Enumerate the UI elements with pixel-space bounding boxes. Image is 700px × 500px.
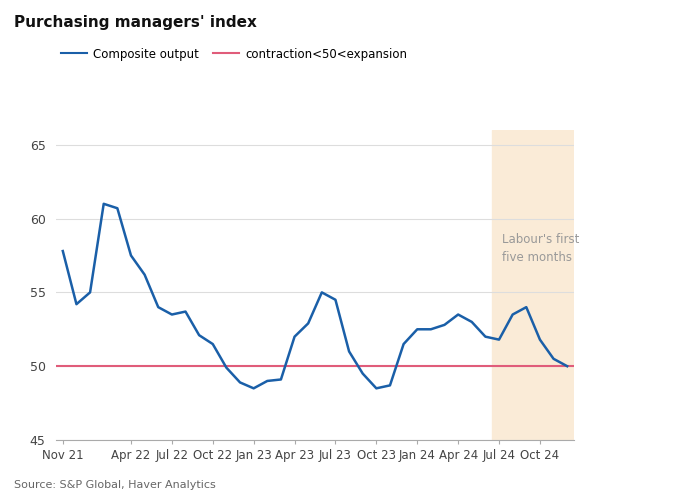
Legend: Composite output, contraction<50<expansion: Composite output, contraction<50<expansi… [57, 43, 412, 66]
Text: Labour's first
five months: Labour's first five months [502, 234, 579, 264]
Bar [492, 130, 574, 440]
Text: Purchasing managers' index: Purchasing managers' index [14, 15, 257, 30]
Text: Source: S&P Global, Haver Analytics: Source: S&P Global, Haver Analytics [14, 480, 216, 490]
